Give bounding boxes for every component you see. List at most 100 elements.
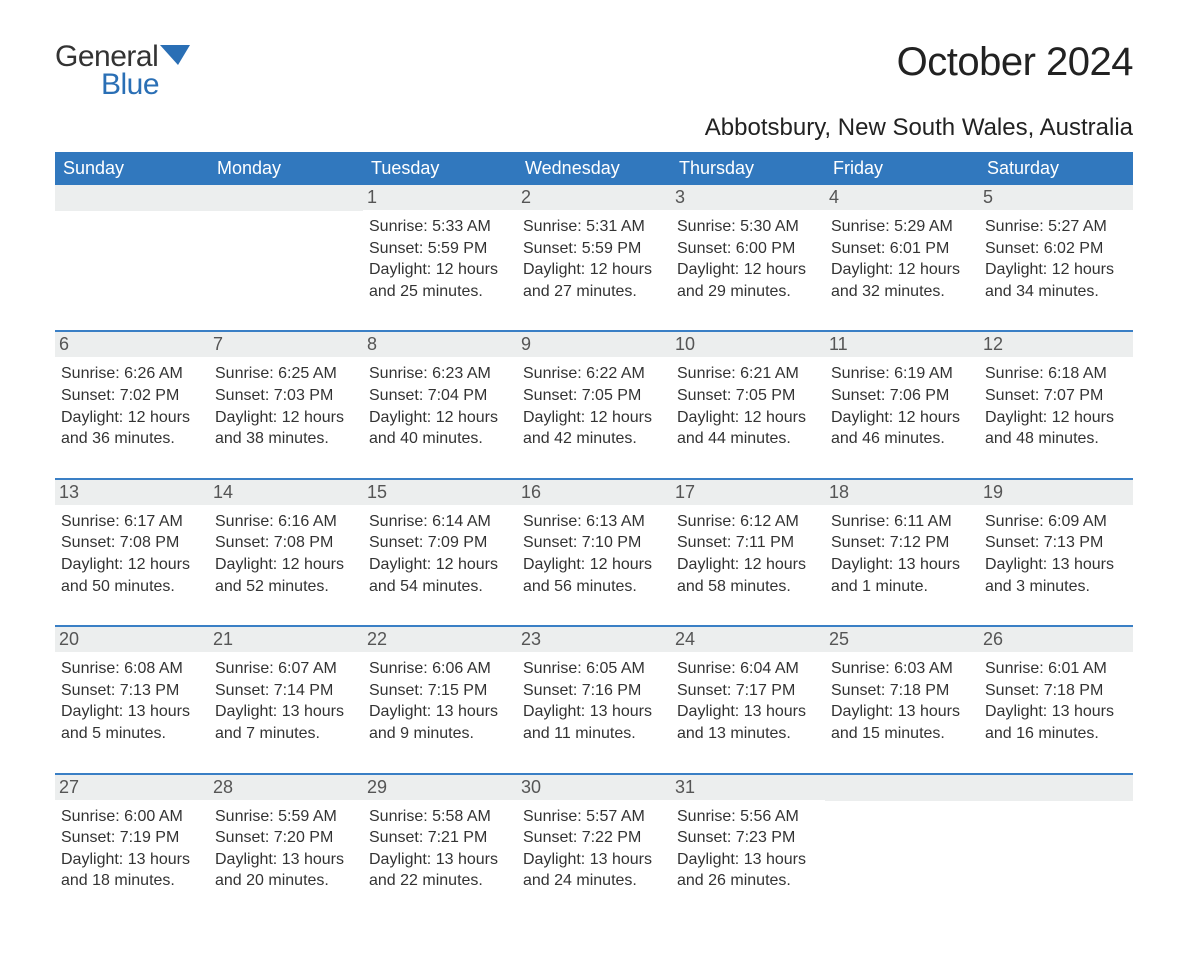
calendar-cell: 14 Sunrise: 6:16 AMSunset: 7:08 PMDayligh… bbox=[209, 479, 363, 626]
calendar-cell: 23 Sunrise: 6:05 AMSunset: 7:16 PMDayligh… bbox=[517, 626, 671, 773]
calendar-cell bbox=[825, 774, 979, 920]
day-info: Sunrise: 5:57 AMSunset: 7:22 PMDaylight:… bbox=[523, 806, 665, 892]
day-number: 16 bbox=[517, 480, 671, 505]
calendar-cell: 6 Sunrise: 6:26 AMSunset: 7:02 PMDaylight… bbox=[55, 331, 209, 478]
day-info: Sunrise: 6:23 AMSunset: 7:04 PMDaylight:… bbox=[369, 363, 511, 449]
day-number: 9 bbox=[517, 332, 671, 357]
day-number: 11 bbox=[825, 332, 979, 357]
calendar-cell: 24 Sunrise: 6:04 AMSunset: 7:17 PMDayligh… bbox=[671, 626, 825, 773]
day-number: 5 bbox=[979, 185, 1133, 210]
day-info: Sunrise: 6:00 AMSunset: 7:19 PMDaylight:… bbox=[61, 806, 203, 892]
day-info: Sunrise: 6:25 AMSunset: 7:03 PMDaylight:… bbox=[215, 363, 357, 449]
title-block: October 2024 bbox=[897, 40, 1133, 85]
day-info: Sunrise: 6:22 AMSunset: 7:05 PMDaylight:… bbox=[523, 363, 665, 449]
day-number: 1 bbox=[363, 185, 517, 210]
calendar-cell: 28Sunrise: 5:59 AMSunset: 7:20 PMDayligh… bbox=[209, 774, 363, 920]
day-info: Sunrise: 6:03 AMSunset: 7:18 PMDaylight:… bbox=[831, 658, 973, 744]
calendar-cell: 7 Sunrise: 6:25 AMSunset: 7:03 PMDaylight… bbox=[209, 331, 363, 478]
calendar-table: SundayMondayTuesdayWednesdayThursdayFrid… bbox=[55, 152, 1133, 920]
calendar-cell: 12Sunrise: 6:18 AMSunset: 7:07 PMDayligh… bbox=[979, 331, 1133, 478]
day-info: Sunrise: 6:08 AMSunset: 7:13 PMDaylight:… bbox=[61, 658, 203, 744]
day-number: 7 bbox=[209, 332, 363, 357]
day-number: 25 bbox=[825, 627, 979, 652]
day-number: 8 bbox=[363, 332, 517, 357]
day-info: Sunrise: 5:30 AMSunset: 6:00 PMDaylight:… bbox=[677, 216, 819, 302]
day-number: 2 bbox=[517, 185, 671, 210]
calendar-cell: 20Sunrise: 6:08 AMSunset: 7:13 PMDayligh… bbox=[55, 626, 209, 773]
calendar-cell: 11 Sunrise: 6:19 AMSunset: 7:06 PMDayligh… bbox=[825, 331, 979, 478]
calendar-cell: 9 Sunrise: 6:22 AMSunset: 7:05 PMDaylight… bbox=[517, 331, 671, 478]
day-number: 28 bbox=[209, 775, 363, 800]
day-info: Sunrise: 5:29 AMSunset: 6:01 PMDaylight:… bbox=[831, 216, 973, 302]
calendar-cell: 8 Sunrise: 6:23 AMSunset: 7:04 PMDaylight… bbox=[363, 331, 517, 478]
weekday-header: Monday bbox=[209, 152, 363, 185]
flag-icon bbox=[160, 45, 190, 70]
calendar-cell bbox=[55, 185, 209, 331]
day-info: Sunrise: 6:12 AMSunset: 7:11 PMDaylight:… bbox=[677, 511, 819, 597]
day-number: 26 bbox=[979, 627, 1133, 652]
day-info: Sunrise: 6:05 AMSunset: 7:16 PMDaylight:… bbox=[523, 658, 665, 744]
calendar-cell: 3 Sunrise: 5:30 AMSunset: 6:00 PMDaylight… bbox=[671, 185, 825, 331]
location-subtitle: Abbotsbury, New South Wales, Australia bbox=[55, 114, 1133, 142]
weekday-header: Thursday bbox=[671, 152, 825, 185]
calendar-cell: 26 Sunrise: 6:01 AMSunset: 7:18 PMDayligh… bbox=[979, 626, 1133, 773]
calendar-cell: 4 Sunrise: 5:29 AMSunset: 6:01 PMDaylight… bbox=[825, 185, 979, 331]
day-number: 10 bbox=[671, 332, 825, 357]
calendar-cell bbox=[979, 774, 1133, 920]
day-info: Sunrise: 5:31 AMSunset: 5:59 PMDaylight:… bbox=[523, 216, 665, 302]
day-info: Sunrise: 6:13 AMSunset: 7:10 PMDaylight:… bbox=[523, 511, 665, 597]
brand-logo: General Blue bbox=[55, 40, 190, 102]
day-number: 24 bbox=[671, 627, 825, 652]
day-number: 3 bbox=[671, 185, 825, 210]
weekday-header: Sunday bbox=[55, 152, 209, 185]
day-info: Sunrise: 6:16 AMSunset: 7:08 PMDaylight:… bbox=[215, 511, 357, 597]
day-number: 13 bbox=[55, 480, 209, 505]
calendar-cell: 29Sunrise: 5:58 AMSunset: 7:21 PMDayligh… bbox=[363, 774, 517, 920]
calendar-cell: 5 Sunrise: 5:27 AMSunset: 6:02 PMDaylight… bbox=[979, 185, 1133, 331]
calendar-cell: 16 Sunrise: 6:13 AMSunset: 7:10 PMDayligh… bbox=[517, 479, 671, 626]
day-info: Sunrise: 6:01 AMSunset: 7:18 PMDaylight:… bbox=[985, 658, 1127, 744]
day-number-empty bbox=[55, 185, 209, 211]
day-info: Sunrise: 5:58 AMSunset: 7:21 PMDaylight:… bbox=[369, 806, 511, 892]
day-number: 27 bbox=[55, 775, 209, 800]
calendar-cell: 2 Sunrise: 5:31 AMSunset: 5:59 PMDaylight… bbox=[517, 185, 671, 331]
calendar-cell: 21Sunrise: 6:07 AMSunset: 7:14 PMDayligh… bbox=[209, 626, 363, 773]
day-number: 19 bbox=[979, 480, 1133, 505]
day-number: 22 bbox=[363, 627, 517, 652]
day-info: Sunrise: 5:27 AMSunset: 6:02 PMDaylight:… bbox=[985, 216, 1127, 302]
calendar-cell bbox=[209, 185, 363, 331]
day-number: 31 bbox=[671, 775, 825, 800]
calendar-week-row: 20Sunrise: 6:08 AMSunset: 7:13 PMDayligh… bbox=[55, 626, 1133, 773]
day-number-empty bbox=[209, 185, 363, 211]
calendar-cell: 22 Sunrise: 6:06 AMSunset: 7:15 PMDayligh… bbox=[363, 626, 517, 773]
weekday-header: Wednesday bbox=[517, 152, 671, 185]
header: General Blue October 2024 bbox=[55, 40, 1133, 102]
month-title: October 2024 bbox=[897, 40, 1133, 85]
day-number: 23 bbox=[517, 627, 671, 652]
weekday-header: Tuesday bbox=[363, 152, 517, 185]
day-info: Sunrise: 6:19 AMSunset: 7:06 PMDaylight:… bbox=[831, 363, 973, 449]
calendar-week-row: 27 Sunrise: 6:00 AMSunset: 7:19 PMDayligh… bbox=[55, 774, 1133, 920]
day-info: Sunrise: 6:07 AMSunset: 7:14 PMDaylight:… bbox=[215, 658, 357, 744]
calendar-cell: 10 Sunrise: 6:21 AMSunset: 7:05 PMDayligh… bbox=[671, 331, 825, 478]
day-info: Sunrise: 6:04 AMSunset: 7:17 PMDaylight:… bbox=[677, 658, 819, 744]
calendar-cell: 1Sunrise: 5:33 AMSunset: 5:59 PMDaylight… bbox=[363, 185, 517, 331]
calendar-cell: 19Sunrise: 6:09 AMSunset: 7:13 PMDayligh… bbox=[979, 479, 1133, 626]
calendar-cell: 18Sunrise: 6:11 AMSunset: 7:12 PMDayligh… bbox=[825, 479, 979, 626]
day-number: 14 bbox=[209, 480, 363, 505]
calendar-cell: 27 Sunrise: 6:00 AMSunset: 7:19 PMDayligh… bbox=[55, 774, 209, 920]
calendar-cell: 31Sunrise: 5:56 AMSunset: 7:23 PMDayligh… bbox=[671, 774, 825, 920]
day-info: Sunrise: 6:21 AMSunset: 7:05 PMDaylight:… bbox=[677, 363, 819, 449]
calendar-cell: 15Sunrise: 6:14 AMSunset: 7:09 PMDayligh… bbox=[363, 479, 517, 626]
calendar-cell: 30Sunrise: 5:57 AMSunset: 7:22 PMDayligh… bbox=[517, 774, 671, 920]
day-info: Sunrise: 6:11 AMSunset: 7:12 PMDaylight:… bbox=[831, 511, 973, 597]
calendar-week-row: 1Sunrise: 5:33 AMSunset: 5:59 PMDaylight… bbox=[55, 185, 1133, 331]
weekday-header-row: SundayMondayTuesdayWednesdayThursdayFrid… bbox=[55, 152, 1133, 185]
day-info: Sunrise: 6:06 AMSunset: 7:15 PMDaylight:… bbox=[369, 658, 511, 744]
day-number: 6 bbox=[55, 332, 209, 357]
calendar-week-row: 13Sunrise: 6:17 AMSunset: 7:08 PMDayligh… bbox=[55, 479, 1133, 626]
day-info: Sunrise: 6:26 AMSunset: 7:02 PMDaylight:… bbox=[61, 363, 203, 449]
day-number-empty bbox=[979, 775, 1133, 801]
brand-word2: Blue bbox=[101, 68, 190, 102]
day-number: 4 bbox=[825, 185, 979, 210]
